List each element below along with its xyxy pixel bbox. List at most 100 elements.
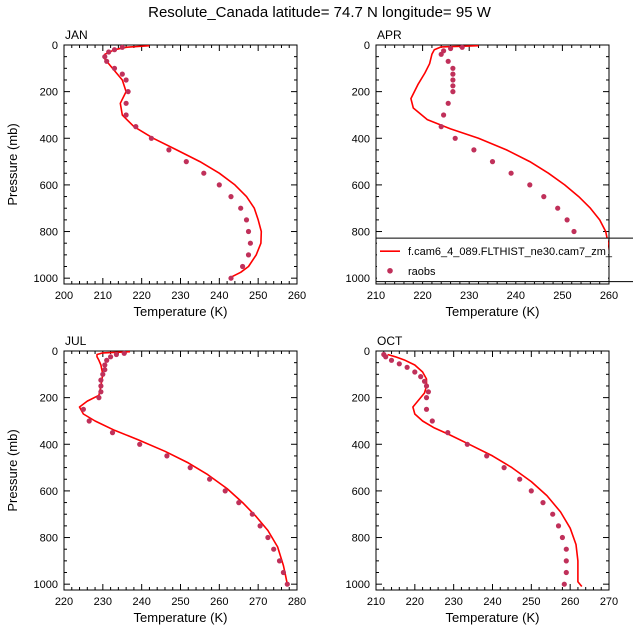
raobs-point bbox=[96, 395, 102, 401]
x-tick-label: 260 bbox=[600, 290, 618, 302]
raobs-point bbox=[133, 124, 139, 130]
panel-apr: APR 210 220 230 240 250 260 0 200 400 600 800 1000 Te… bbox=[346, 28, 633, 319]
x-tick-label: 250 bbox=[249, 290, 267, 302]
raobs-point bbox=[540, 500, 546, 506]
raobs-point bbox=[563, 546, 569, 552]
x-tick-label: 260 bbox=[210, 596, 228, 608]
x-tick-label: 220 bbox=[132, 290, 150, 302]
model-profile-line bbox=[410, 45, 609, 281]
raobs-point bbox=[438, 51, 444, 57]
raobs-point bbox=[236, 500, 242, 506]
raobs-point bbox=[245, 252, 252, 258]
raobs-point bbox=[571, 228, 577, 235]
raobs-point bbox=[541, 194, 547, 200]
x-tick-label: 250 bbox=[522, 596, 540, 608]
raobs-point bbox=[228, 275, 234, 281]
raobs-point bbox=[423, 406, 430, 412]
y-tick-label: 400 bbox=[40, 133, 58, 145]
x-tick-label: 200 bbox=[55, 290, 73, 302]
raobs-point bbox=[528, 488, 534, 494]
raobs-point bbox=[249, 511, 255, 517]
raobs-point bbox=[104, 58, 110, 64]
legend-obs-swatch bbox=[387, 267, 393, 274]
y-tick-label: 800 bbox=[352, 227, 370, 239]
raobs-point bbox=[501, 465, 507, 471]
legend: f.cam6_4_089.FLTHIST_ne30.cam7_zm_raobs bbox=[376, 237, 633, 283]
x-axis-label: Temperature (K) bbox=[446, 304, 540, 319]
raobs-point bbox=[109, 430, 116, 436]
raobs-point bbox=[125, 89, 131, 95]
raobs-point bbox=[102, 54, 108, 60]
model-profile-line bbox=[78, 351, 289, 585]
raobs-point bbox=[452, 135, 458, 141]
raobs-point bbox=[450, 89, 456, 95]
raobs-point bbox=[561, 581, 567, 587]
y-tick-label: 600 bbox=[40, 486, 58, 498]
raobs-point bbox=[148, 135, 154, 141]
raobs-point bbox=[102, 367, 108, 373]
x-tick-label: 230 bbox=[171, 290, 189, 302]
raobs-point bbox=[555, 205, 561, 211]
x-tick-label: 240 bbox=[483, 596, 501, 608]
raobs-point bbox=[104, 357, 110, 363]
raobs-point bbox=[280, 569, 286, 576]
y-tick-label: 0 bbox=[364, 40, 370, 52]
raobs-point bbox=[383, 354, 389, 360]
raobs-point bbox=[98, 389, 104, 395]
raobs-point bbox=[164, 453, 170, 459]
raobs-point bbox=[98, 383, 104, 389]
x-tick-label: 270 bbox=[600, 596, 618, 608]
raobs-point bbox=[418, 374, 424, 380]
raobs-point bbox=[98, 377, 104, 383]
x-tick-label: 240 bbox=[132, 596, 150, 608]
raobs-point bbox=[106, 49, 112, 55]
x-tick-label: 210 bbox=[94, 290, 112, 302]
raobs-point bbox=[284, 581, 290, 587]
plot-frame bbox=[63, 44, 298, 285]
raobs-point bbox=[517, 476, 523, 482]
x-tick-label: 210 bbox=[367, 290, 385, 302]
panel-label: OCT bbox=[377, 334, 403, 348]
x-axis-label: Temperature (K) bbox=[134, 610, 228, 625]
raobs-point bbox=[471, 147, 477, 153]
plot-frame bbox=[375, 44, 610, 285]
y-tick-label: 400 bbox=[40, 439, 58, 451]
raobs-point bbox=[123, 112, 129, 118]
y-tick-label: 200 bbox=[352, 87, 370, 99]
raobs-point bbox=[123, 100, 129, 106]
raobs-point bbox=[450, 71, 456, 77]
raobs-point bbox=[423, 383, 430, 389]
y-tick-label: 600 bbox=[352, 486, 370, 498]
raobs-point bbox=[429, 418, 435, 424]
figure-title: Resolute_Canada latitude= 74.7 N longitu… bbox=[148, 4, 491, 21]
x-tick-label: 260 bbox=[288, 290, 306, 302]
raobs-point bbox=[450, 83, 456, 89]
y-tick-label: 200 bbox=[40, 393, 58, 405]
raobs-point bbox=[425, 389, 431, 395]
raobs-point bbox=[243, 217, 250, 223]
raobs-point bbox=[404, 364, 410, 370]
x-tick-label: 230 bbox=[444, 596, 462, 608]
y-tick-label: 200 bbox=[352, 393, 370, 405]
raobs-point bbox=[257, 523, 263, 529]
x-tick-label: 240 bbox=[507, 290, 525, 302]
plot-frame bbox=[375, 350, 610, 591]
y-tick-label: 1000 bbox=[346, 579, 370, 591]
y-tick-label: 0 bbox=[52, 40, 58, 52]
raobs-point bbox=[222, 488, 228, 494]
raobs-point bbox=[121, 350, 127, 356]
raobs-point bbox=[187, 465, 193, 471]
y-tick-label: 200 bbox=[40, 87, 58, 99]
raobs-point bbox=[450, 77, 456, 83]
panel-label: JAN bbox=[65, 28, 88, 42]
y-tick-label: 800 bbox=[40, 533, 58, 545]
raobs-point bbox=[412, 369, 418, 375]
raobs-point bbox=[119, 44, 125, 50]
legend-background bbox=[377, 238, 608, 282]
raobs-point bbox=[508, 170, 514, 176]
raobs-point bbox=[484, 453, 490, 459]
raobs-point bbox=[445, 58, 451, 64]
x-axis-label: Temperature (K) bbox=[446, 610, 540, 625]
raobs-point bbox=[396, 361, 402, 367]
